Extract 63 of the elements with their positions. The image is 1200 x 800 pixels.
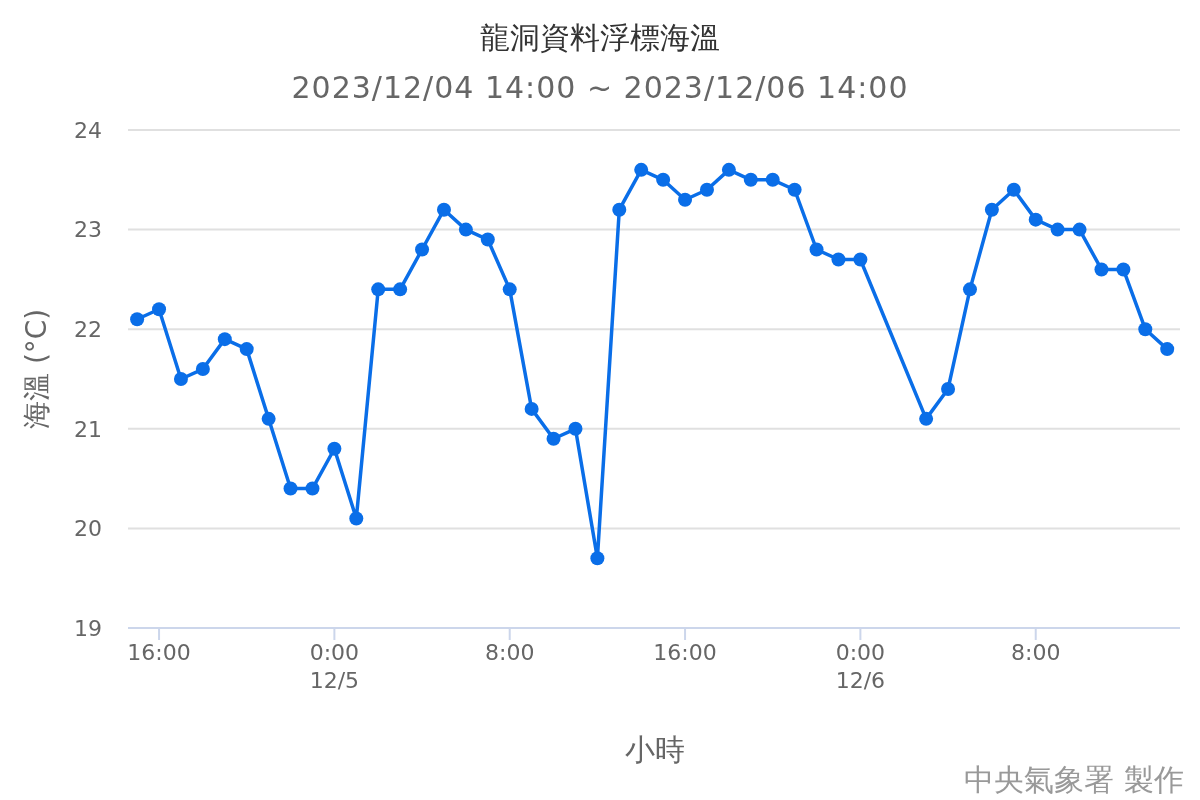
x-tick-label: 0:00 12/5 (309, 640, 360, 693)
point (195, 362, 210, 377)
point (1028, 212, 1043, 227)
point (656, 172, 671, 187)
point (765, 172, 780, 187)
point (217, 332, 232, 347)
point (568, 421, 583, 436)
point (743, 172, 758, 187)
point (261, 411, 276, 426)
point (1160, 342, 1175, 357)
point (962, 282, 977, 297)
point (371, 282, 386, 297)
point (173, 372, 188, 386)
point (1138, 322, 1153, 337)
point (919, 411, 934, 426)
point (130, 312, 145, 327)
point (853, 252, 868, 267)
point (305, 481, 320, 496)
point (831, 252, 846, 267)
point (612, 202, 627, 217)
x-tick-label: 8:00 (1011, 640, 1061, 665)
point (634, 162, 649, 177)
chart-title: 龍洞資料浮標海溫 (479, 19, 721, 57)
point (393, 282, 408, 297)
y-tick-label: 23 (74, 217, 102, 243)
point (699, 182, 714, 197)
point (327, 441, 342, 456)
point (546, 431, 561, 446)
point (524, 401, 539, 416)
point (590, 551, 605, 566)
point (787, 182, 802, 197)
x-axis-title: 小時 (625, 732, 685, 767)
y-tick-label: 24 (74, 117, 102, 143)
point (1050, 222, 1065, 237)
point (152, 302, 167, 317)
point (239, 342, 254, 357)
point (941, 381, 956, 396)
point (349, 511, 364, 526)
point (1094, 262, 1109, 277)
y-tick-label: 22 (74, 317, 102, 343)
x-tick-label: 8:00 (485, 640, 535, 665)
point (1116, 262, 1131, 277)
point (809, 242, 824, 257)
x-tick-label: 16:00 (653, 640, 717, 665)
point (480, 232, 495, 247)
point (1006, 182, 1021, 197)
y-tick-label: 20 (74, 516, 102, 542)
y-axis-title: 海溫 (°C) (19, 308, 53, 429)
point (458, 222, 473, 237)
point (984, 202, 999, 217)
point (283, 481, 298, 496)
point (436, 202, 451, 217)
point (415, 242, 430, 257)
point (721, 162, 736, 177)
chart-subtitle: 2023/12/04 14:00 ~ 2023/12/06 14:00 (290, 70, 910, 105)
x-tick-label: 16:00 (127, 640, 191, 665)
point (502, 282, 517, 297)
y-tick-label: 21 (74, 416, 102, 442)
x-tick-label: 0:00 12/6 (835, 640, 886, 693)
y-tick-label: 19 (74, 615, 102, 641)
point (1072, 222, 1087, 237)
text: 中央氣象署 製作 (964, 761, 1184, 799)
point (678, 192, 693, 207)
